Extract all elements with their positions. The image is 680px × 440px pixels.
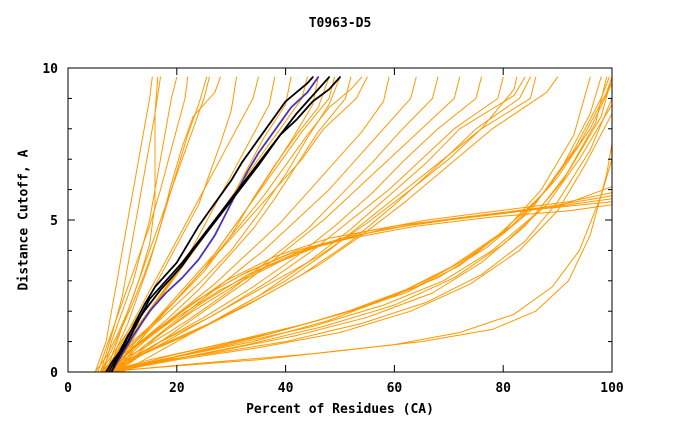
series-m48 <box>105 158 612 372</box>
series-m08 <box>108 76 221 372</box>
series-m43 <box>100 204 612 372</box>
series-m46 <box>111 186 612 372</box>
series-m20 <box>105 76 330 372</box>
series-m47 <box>100 143 612 372</box>
series-m27 <box>100 76 526 372</box>
series-m44 <box>116 192 612 372</box>
series-m45 <box>105 198 612 372</box>
y-tick-label: 10 <box>42 62 58 77</box>
series-m04 <box>97 76 189 372</box>
series-m10 <box>105 76 259 372</box>
x-tick-label: 80 <box>495 381 511 396</box>
series-m38 <box>105 104 612 372</box>
chart-title: T0963-D5 <box>308 16 372 31</box>
x-tick-label: 60 <box>387 381 403 396</box>
series-m01 <box>94 76 153 372</box>
series-group <box>94 76 612 372</box>
series-m03 <box>102 76 178 372</box>
series-m16 <box>105 76 352 372</box>
x-axis-label: Percent of Residues (CA) <box>246 402 434 417</box>
y-tick-label: 5 <box>50 214 58 229</box>
series-m25 <box>105 76 482 372</box>
series-m49 <box>111 76 518 372</box>
series-ref3 <box>107 76 341 372</box>
series-m22 <box>111 76 417 372</box>
y-tick-label: 0 <box>50 366 58 381</box>
y-axis-label: Distance Cutoff, A <box>16 149 32 291</box>
series-m40 <box>111 113 612 372</box>
series-highlight1 <box>110 76 320 372</box>
series-m15 <box>111 76 336 372</box>
series-m07 <box>94 76 159 372</box>
series-m35 <box>105 76 612 372</box>
series-ref1 <box>105 76 314 372</box>
x-tick-label: 0 <box>64 381 72 396</box>
x-tick-label: 20 <box>169 381 185 396</box>
series-m29 <box>105 76 531 372</box>
series-m02 <box>100 76 161 372</box>
x-tick-label: 40 <box>278 381 294 396</box>
series-m11 <box>102 76 276 372</box>
series-m39 <box>116 82 612 372</box>
series-ref2 <box>110 76 331 372</box>
series-m23 <box>100 76 439 372</box>
series-m32 <box>111 76 602 372</box>
x-tick-label: 100 <box>600 381 624 396</box>
series-m24 <box>116 76 461 372</box>
series-m30 <box>111 76 559 372</box>
